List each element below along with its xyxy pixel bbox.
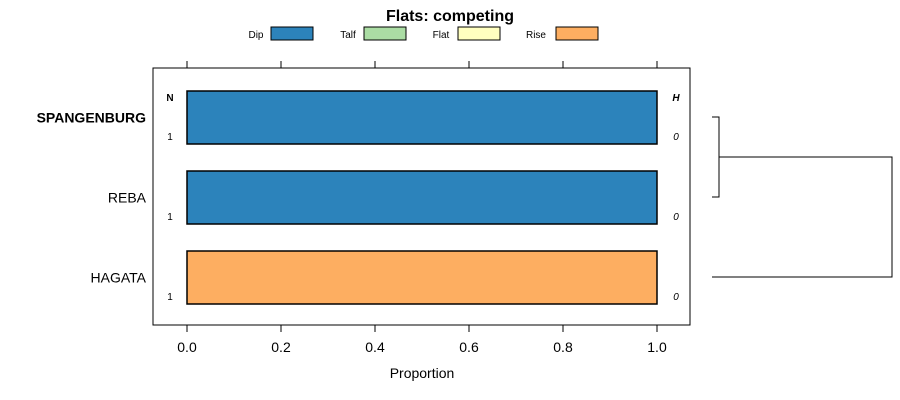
legend-swatch-dip	[270, 26, 314, 41]
legend-label-flat: Flat	[433, 30, 450, 41]
legend-label-rise: Rise	[526, 30, 546, 41]
legend-swatch-flat	[457, 26, 501, 41]
n-value: 1	[167, 212, 173, 223]
dendrogram-branch	[712, 116, 893, 278]
x-axis: 0.0 0.2 0.4 0.6 0.8 1.0	[177, 325, 667, 355]
category-label: SPANGENBURG	[37, 110, 147, 126]
legend-swatch-rise	[555, 26, 599, 41]
h-value: 0	[673, 212, 679, 223]
h-column-header: H	[672, 93, 680, 104]
dendrogram	[712, 116, 893, 278]
chart-rows: SPANGENBURG 1 0 REBA 1 0 HAGATA 1 0	[37, 90, 679, 305]
category-label: REBA	[108, 190, 147, 206]
x-tick-label: 0.2	[271, 339, 291, 355]
x-tick-label: 0.4	[365, 339, 385, 355]
n-column-header: N	[166, 93, 173, 104]
x-tick-label: 0.8	[553, 339, 573, 355]
h-value: 0	[673, 132, 679, 143]
legend-label-dip: Dip	[248, 30, 263, 41]
chart-title: Flats: competing	[386, 8, 514, 25]
bar-segment-dip	[186, 90, 658, 145]
n-value: 1	[167, 132, 173, 143]
x-axis-label: Proportion	[390, 365, 455, 381]
x-tick-label: 1.0	[647, 339, 667, 355]
top-axis-ticks	[186, 61, 658, 68]
bar-segment-rise	[186, 250, 658, 305]
legend: Dip Talf Flat Rise	[248, 26, 599, 41]
h-value: 0	[673, 292, 679, 303]
plot-frame	[152, 67, 691, 326]
n-value: 1	[167, 292, 173, 303]
x-tick-label: 0.0	[177, 339, 197, 355]
category-label: HAGATA	[91, 270, 147, 286]
bar-segment-dip	[186, 170, 658, 225]
legend-swatch-talf	[363, 26, 407, 41]
legend-label-talf: Talf	[340, 30, 356, 41]
x-tick-label: 0.6	[459, 339, 479, 355]
